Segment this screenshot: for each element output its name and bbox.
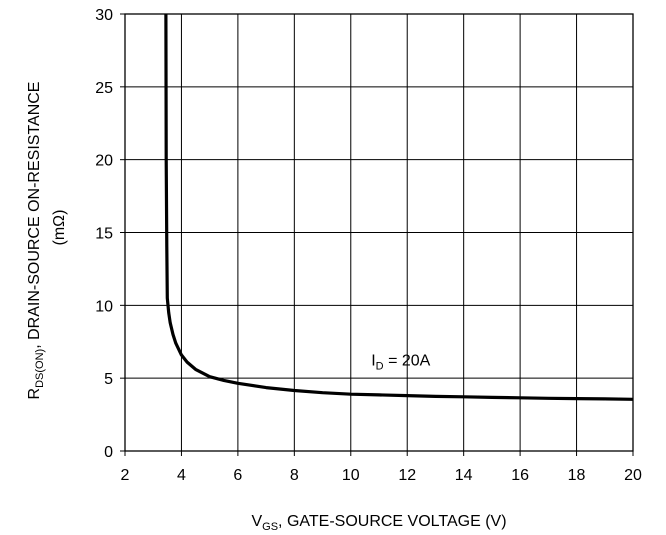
grid-lines (124, 13, 634, 452)
x-tick-label: 2 (121, 467, 130, 484)
x-tick-label: 16 (511, 467, 529, 484)
annotation-sub: D (376, 360, 384, 372)
x-tick-label: 20 (624, 467, 642, 484)
annotation-rest: = 20A (384, 352, 431, 369)
x-tick-label: 12 (398, 467, 416, 484)
y-tick-label: 0 (104, 444, 113, 461)
x-tick-label: 6 (233, 467, 242, 484)
y-tick-label: 5 (104, 371, 113, 388)
y-tick-label: 10 (95, 298, 113, 315)
y-axis-title-sub: DS(ON) (34, 349, 46, 388)
x-tick-label: 8 (290, 467, 299, 484)
x-tick-label: 4 (177, 467, 186, 484)
x-tick-label: 14 (455, 467, 473, 484)
x-axis-title-main: V (251, 513, 262, 530)
y-tick-label: 20 (95, 153, 113, 170)
y-axis-title-main: R (26, 388, 43, 400)
y-axis-title-rest: , DRAIN-SOURCE ON-RESISTANCE (26, 82, 43, 349)
x-tick-label: 10 (342, 467, 360, 484)
x-axis-title-rest: , GATE-SOURCE VOLTAGE (V) (278, 513, 506, 530)
y-axis-unit: (mΩ) (51, 210, 68, 246)
x-axis-ticks: 2 4 6 8 10 12 14 16 18 20 (121, 451, 642, 484)
y-tick-label: 25 (95, 80, 113, 97)
y-tick-label: 30 (95, 7, 113, 24)
y-tick-label: 15 (95, 226, 113, 243)
y-axis-ticks: 0 5 10 15 20 25 30 (95, 7, 125, 461)
y-axis-title: RDS(ON), DRAIN-SOURCE ON-RESISTANCE (26, 82, 46, 400)
x-axis-title: VGS, GATE-SOURCE VOLTAGE (V) (251, 513, 506, 533)
annotation-main: I (371, 352, 375, 369)
x-tick-label: 18 (568, 467, 586, 484)
x-axis-title-sub: GS (262, 521, 278, 533)
annotation-current: ID = 20A (371, 352, 430, 372)
series-line (164, 13, 634, 401)
